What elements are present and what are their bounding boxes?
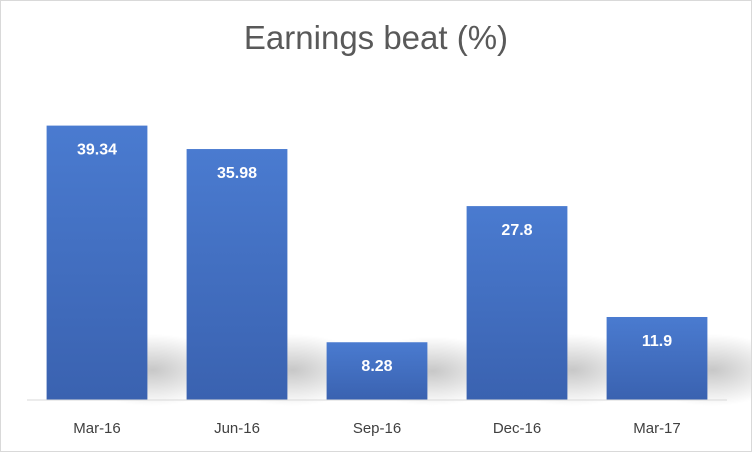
x-tick-mar-16: Mar-16 — [73, 420, 121, 437]
data-labels: 39.34 35.98 8.28 27.8 11.9 — [77, 142, 672, 376]
bar-sep-16 — [326, 342, 428, 400]
bar-jun-16 — [186, 149, 288, 400]
x-tick-jun-16: Jun-16 — [214, 420, 260, 437]
data-label-sep-16: 8.28 — [361, 358, 392, 375]
data-label-jun-16: 35.98 — [217, 165, 257, 182]
bar-dec-16 — [466, 206, 568, 400]
bar-mar-17 — [606, 316, 708, 400]
bar-mar-16 — [46, 125, 148, 400]
x-tick-mar-17: Mar-17 — [633, 420, 681, 437]
chart-title: Earnings beat (%) — [243, 19, 509, 56]
data-label-dec-16: 27.8 — [501, 222, 532, 239]
data-label-mar-16: 39.34 — [77, 142, 117, 159]
data-label-mar-17: 11.9 — [642, 333, 672, 350]
x-tick-labels: Mar-16 Jun-16 Sep-16 Dec-16 Mar-17 — [73, 420, 681, 437]
bars — [46, 125, 708, 400]
x-tick-dec-16: Dec-16 — [493, 420, 541, 437]
x-tick-sep-16: Sep-16 — [353, 420, 401, 437]
